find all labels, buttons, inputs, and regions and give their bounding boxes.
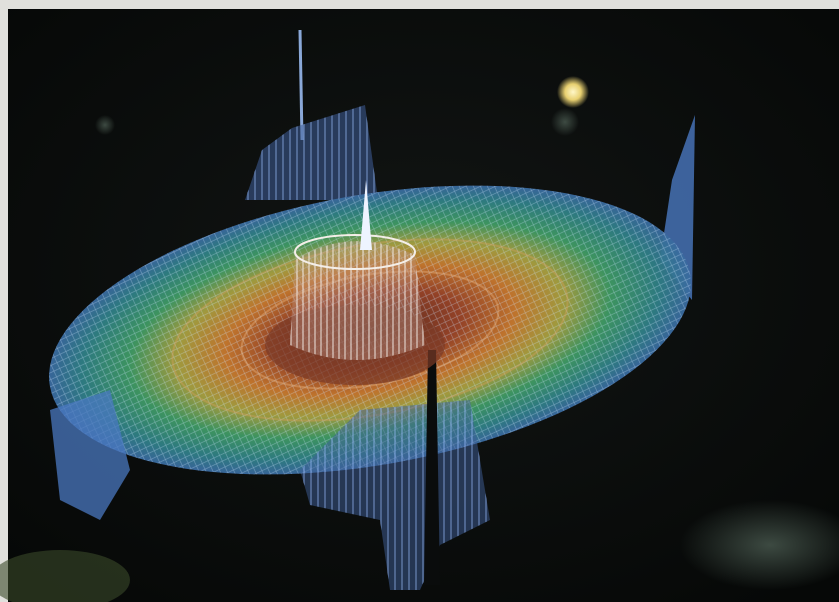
star-haze bbox=[95, 115, 115, 135]
spike bbox=[360, 180, 372, 250]
fin-mesh bbox=[245, 105, 378, 200]
spike bbox=[298, 29, 304, 141]
star-haze bbox=[551, 108, 579, 136]
cylinder-mesh bbox=[290, 241, 425, 360]
glow bbox=[0, 550, 130, 602]
star bbox=[557, 76, 589, 108]
nebula bbox=[680, 500, 839, 590]
fin bbox=[50, 390, 130, 520]
shadow-spike bbox=[424, 350, 440, 585]
fin-mesh bbox=[300, 400, 490, 590]
cylinder-rim bbox=[294, 234, 416, 270]
